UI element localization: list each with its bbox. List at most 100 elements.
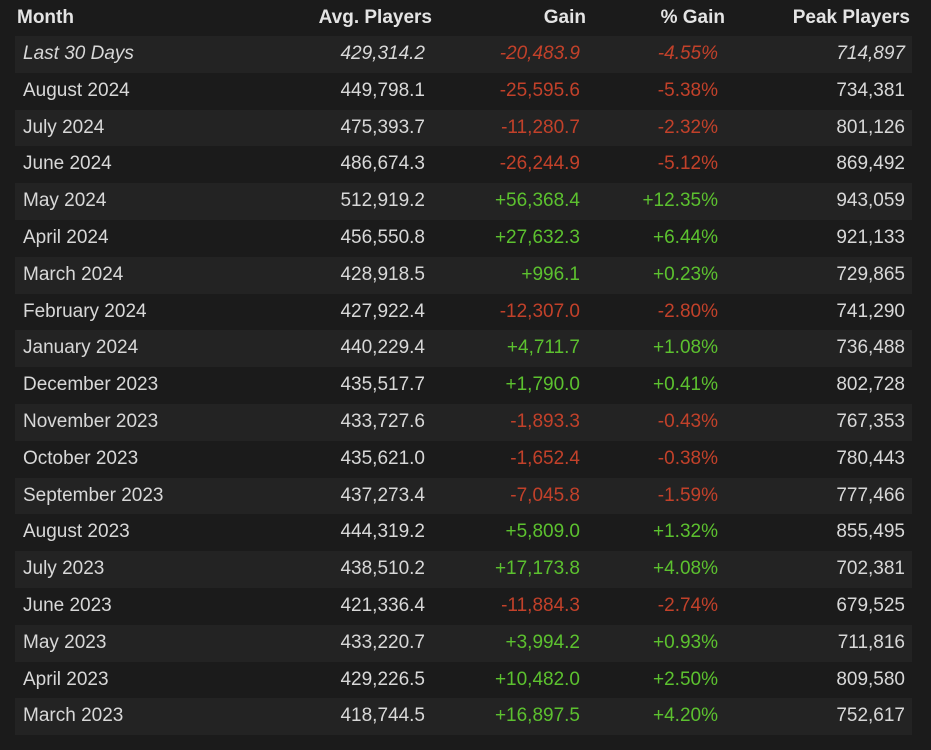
percent-gain-cell: +6.44% <box>653 227 718 248</box>
avg-players-cell: 486,674.3 <box>340 153 425 175</box>
avg-players-cell: 435,517.7 <box>340 374 425 396</box>
peak-players-cell: 734,381 <box>836 79 905 101</box>
percent-gain-cell: +4.08% <box>653 558 718 580</box>
peak-players-cell: 729,865 <box>836 263 905 285</box>
table-row: July 2023 438,510.2 +17,173.8 +4.08% 702,381 <box>15 551 912 588</box>
peak-players-cell: 943,059 <box>836 190 905 212</box>
peak-players-cell: 711,816 <box>837 631 905 653</box>
avg-players-cell: 421,336.4 <box>340 595 425 616</box>
table-row: March 2023 418,744.5 +16,897.5 +4.20% 752,61… <box>15 698 912 736</box>
peak-players-cell: 809,580 <box>836 668 905 690</box>
header-peak-players: Peak Players <box>792 7 910 28</box>
percent-gain-cell: -1.59% <box>657 484 718 506</box>
percent-gain-cell: -2.80% <box>657 300 718 322</box>
table-row: April 2023 429,226.5 +10,482.0 +2.50% 809,58… <box>15 661 912 699</box>
avg-players-cell: 435,621.0 <box>340 447 425 469</box>
percent-gain-cell: +12.35% <box>642 190 718 212</box>
table-row: September 2023 437,273.4 -7,045.8 -1.59% 777… <box>15 477 912 515</box>
percent-gain-cell: +4.20% <box>653 705 718 727</box>
peak-players-cell: 736,488 <box>836 337 905 359</box>
peak-players-cell: 802,728 <box>836 374 905 396</box>
month-cell: March 2023 <box>23 705 124 727</box>
table-row: August 2023 444,319.2 +5,809.0 +1.32% 855,49… <box>15 514 912 552</box>
month-cell: January 2024 <box>23 337 139 359</box>
table-row: January 2024 440,229.4 +4,711.7 +1.08% 736,4… <box>15 330 912 368</box>
gain-cell: -11,884.3 <box>501 595 580 616</box>
avg-players-cell: 456,550.8 <box>340 227 425 248</box>
peak-players-cell: 714,897 <box>836 43 905 64</box>
table-row: May 2024 512,919.2 +56,368.4 +12.35% 943,059 <box>15 183 912 220</box>
peak-players-cell: 679,525 <box>836 595 905 616</box>
month-cell: May 2024 <box>23 190 107 212</box>
table-row: October 2023 435,621.0 -1,652.4 -0.38% 780,4… <box>15 440 912 478</box>
table-row: November 2023 433,727.6 -1,893.3 -0.43% 767,… <box>15 404 912 441</box>
month-cell: July 2024 <box>23 116 105 138</box>
percent-gain-cell: -2.74% <box>657 595 718 616</box>
avg-players-cell: 428,918.5 <box>340 263 425 285</box>
gain-cell: +16,897.5 <box>494 705 580 727</box>
month-cell: October 2023 <box>23 447 139 469</box>
peak-players-cell: 741,290 <box>836 300 905 322</box>
month-cell: August 2024 <box>23 79 130 101</box>
avg-players-cell: 437,273.4 <box>340 484 425 506</box>
gain-cell: +27,632.3 <box>494 227 580 248</box>
table-row: April 2024 456,550.8 +27,632.3 +6.44% 921,13… <box>15 220 912 257</box>
month-cell: April 2024 <box>23 227 109 248</box>
peak-players-cell: 801,126 <box>836 116 905 138</box>
percent-gain-cell: +2.50% <box>653 668 718 690</box>
header-avg-players: Avg. Players <box>318 7 432 28</box>
avg-players-cell: 433,727.6 <box>340 411 425 432</box>
table-row: February 2024 427,922.4 -12,307.0 -2.80% 741… <box>15 293 912 331</box>
gain-cell: +1,790.0 <box>505 374 581 396</box>
avg-players-cell: 449,798.1 <box>340 79 425 101</box>
table-row: August 2024 449,798.1 -25,595.6 -5.38% 734,3… <box>15 72 912 110</box>
gain-cell: -1,893.3 <box>510 411 580 432</box>
peak-players-cell: 921,133 <box>836 227 905 248</box>
avg-players-cell: 512,919.2 <box>340 190 425 212</box>
month-cell: May 2023 <box>23 631 107 653</box>
peak-players-cell: 767,353 <box>836 411 905 432</box>
month-cell: April 2023 <box>23 668 109 690</box>
month-cell: Last 30 Days <box>23 43 134 64</box>
percent-gain-cell: +0.41% <box>653 374 718 396</box>
peak-players-cell: 752,617 <box>836 705 905 727</box>
avg-players-cell: 475,393.7 <box>340 116 425 138</box>
percent-gain-cell: +0.23% <box>653 263 718 285</box>
gain-cell: +3,994.2 <box>505 631 581 653</box>
peak-players-cell: 780,443 <box>836 447 905 469</box>
gain-cell: +56,368.4 <box>494 190 580 212</box>
gain-cell: -7,045.8 <box>510 484 580 506</box>
gain-cell: -12,307.0 <box>499 300 580 322</box>
month-cell: June 2024 <box>23 153 112 175</box>
gain-cell: -20,483.9 <box>499 43 580 64</box>
header-percent-gain: % Gain <box>660 7 725 28</box>
percent-gain-cell: -5.38% <box>657 79 718 101</box>
peak-players-cell: 777,466 <box>836 484 905 506</box>
avg-players-cell: 440,229.4 <box>340 337 425 359</box>
percent-gain-cell: -4.55% <box>657 43 718 64</box>
gain-cell: +17,173.8 <box>494 558 580 580</box>
table-row: May 2023 433,220.7 +3,994.2 +0.93% 711,816 <box>15 624 912 662</box>
gain-cell: +10,482.0 <box>494 668 580 690</box>
table-row: March 2024 428,918.5 +996.1 +0.23% 729,865 <box>15 256 912 294</box>
peak-players-cell: 855,495 <box>836 521 905 543</box>
header-month: Month <box>17 7 74 28</box>
peak-players-cell: 702,381 <box>836 558 905 580</box>
header-gain: Gain <box>543 7 586 28</box>
table-row: Last 30 Days 429,314.2 -20,483.9 -4.55% 714,… <box>15 36 912 73</box>
gain-cell: -25,595.6 <box>499 79 580 101</box>
month-cell: December 2023 <box>23 374 159 396</box>
table-row: July 2024 475,393.7 -11,280.7 -2.32% 801,126 <box>15 109 912 147</box>
month-cell: July 2023 <box>23 558 105 580</box>
percent-gain-cell: +0.93% <box>653 631 718 653</box>
table-header: Month Avg. Players Gain % Gain Peak Players <box>0 0 931 36</box>
gain-cell: -11,280.7 <box>501 116 580 138</box>
peak-players-cell: 869,492 <box>836 153 905 175</box>
percent-gain-cell: -5.12% <box>657 153 718 175</box>
gain-cell: -1,652.4 <box>510 447 580 469</box>
gain-cell: +4,711.7 <box>506 337 580 359</box>
gain-cell: +996.1 <box>521 263 580 285</box>
avg-players-cell: 418,744.5 <box>340 705 425 727</box>
month-cell: August 2023 <box>23 521 130 543</box>
